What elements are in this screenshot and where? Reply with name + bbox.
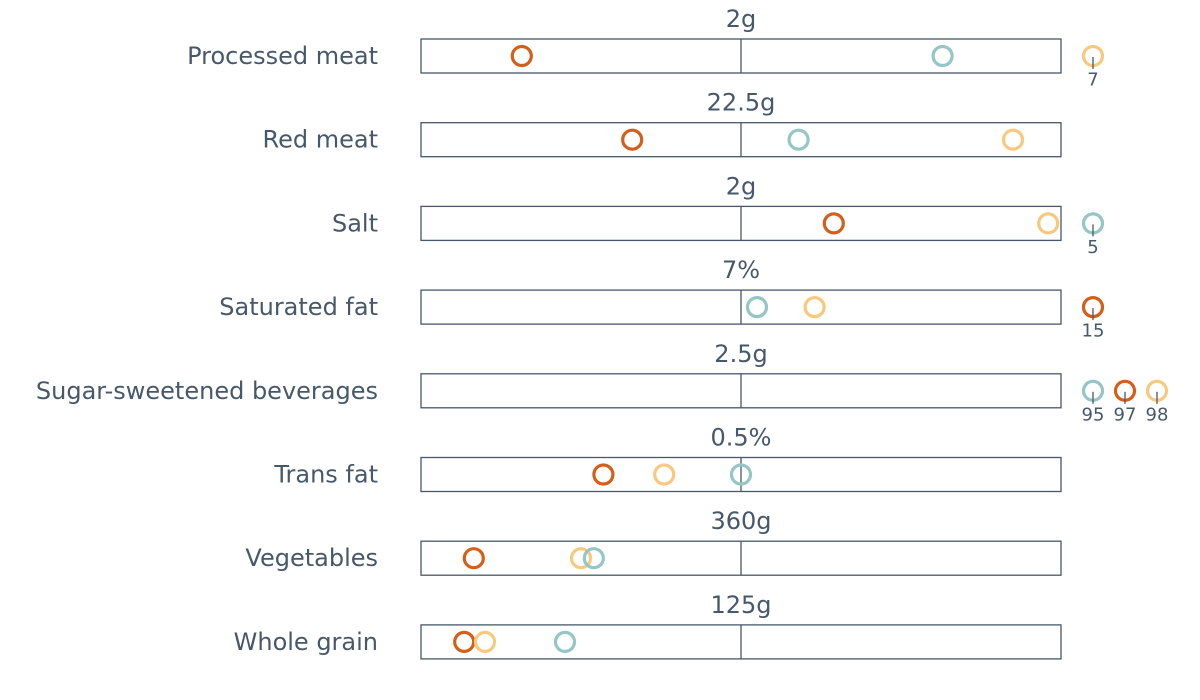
data-point [510, 44, 533, 68]
data-point [1037, 212, 1060, 235]
outlier-label: 97 [1114, 404, 1137, 425]
reference-label: 0.5% [711, 424, 772, 452]
data-point [582, 547, 605, 570]
category-label: Processed meat [187, 42, 378, 70]
reference-label: 125g [710, 591, 771, 619]
row-1: Red meat 22.5g [263, 89, 1062, 158]
outlier-label: 98 [1146, 404, 1169, 425]
outlier-label: 7 [1087, 70, 1098, 91]
category-label: Salt [332, 209, 378, 237]
outlier-label: 15 [1082, 321, 1105, 342]
data-point [569, 547, 593, 570]
row-0: Processed meat 2g 7 [187, 5, 1105, 91]
category-label: Whole grain [234, 628, 378, 656]
data-point [931, 44, 954, 68]
reference-label: 360g [710, 507, 771, 535]
reference-label: 22.5g [707, 89, 776, 117]
outlier-label: 5 [1087, 237, 1098, 258]
data-point [803, 296, 826, 319]
row-7: Whole grain 125g [234, 591, 1062, 660]
data-point [553, 630, 577, 654]
reference-label: 7% [722, 256, 760, 284]
row-3: Saturated fat 7% 15 [219, 256, 1104, 342]
row-6: Vegetables 360g [245, 507, 1062, 576]
category-label: Saturated fat [219, 293, 378, 321]
category-label: Sugar-sweetened beverages [36, 377, 378, 405]
data-point [473, 630, 497, 654]
data-point [462, 547, 485, 570]
data-point [653, 463, 676, 486]
category-label: Red meat [263, 126, 379, 154]
reference-label: 2.5g [714, 340, 767, 368]
reference-label: 2g [726, 5, 757, 33]
data-point [621, 128, 644, 151]
row-2: Salt 2g 5 [332, 172, 1105, 258]
data-point [787, 128, 810, 151]
data-point [729, 463, 753, 486]
outlier-label: 95 [1082, 404, 1105, 425]
category-label: Vegetables [245, 544, 378, 572]
data-point [453, 630, 476, 654]
row-4: Sugar-sweetened beverages 2.5g 95 97 98 [36, 340, 1169, 426]
reference-label: 2g [726, 172, 757, 200]
row-5: Trans fat 0.5% [273, 424, 1062, 493]
data-point [1001, 128, 1025, 151]
data-point [592, 463, 615, 486]
data-point [822, 212, 845, 235]
category-label: Trans fat [273, 461, 378, 489]
data-point [745, 296, 769, 319]
